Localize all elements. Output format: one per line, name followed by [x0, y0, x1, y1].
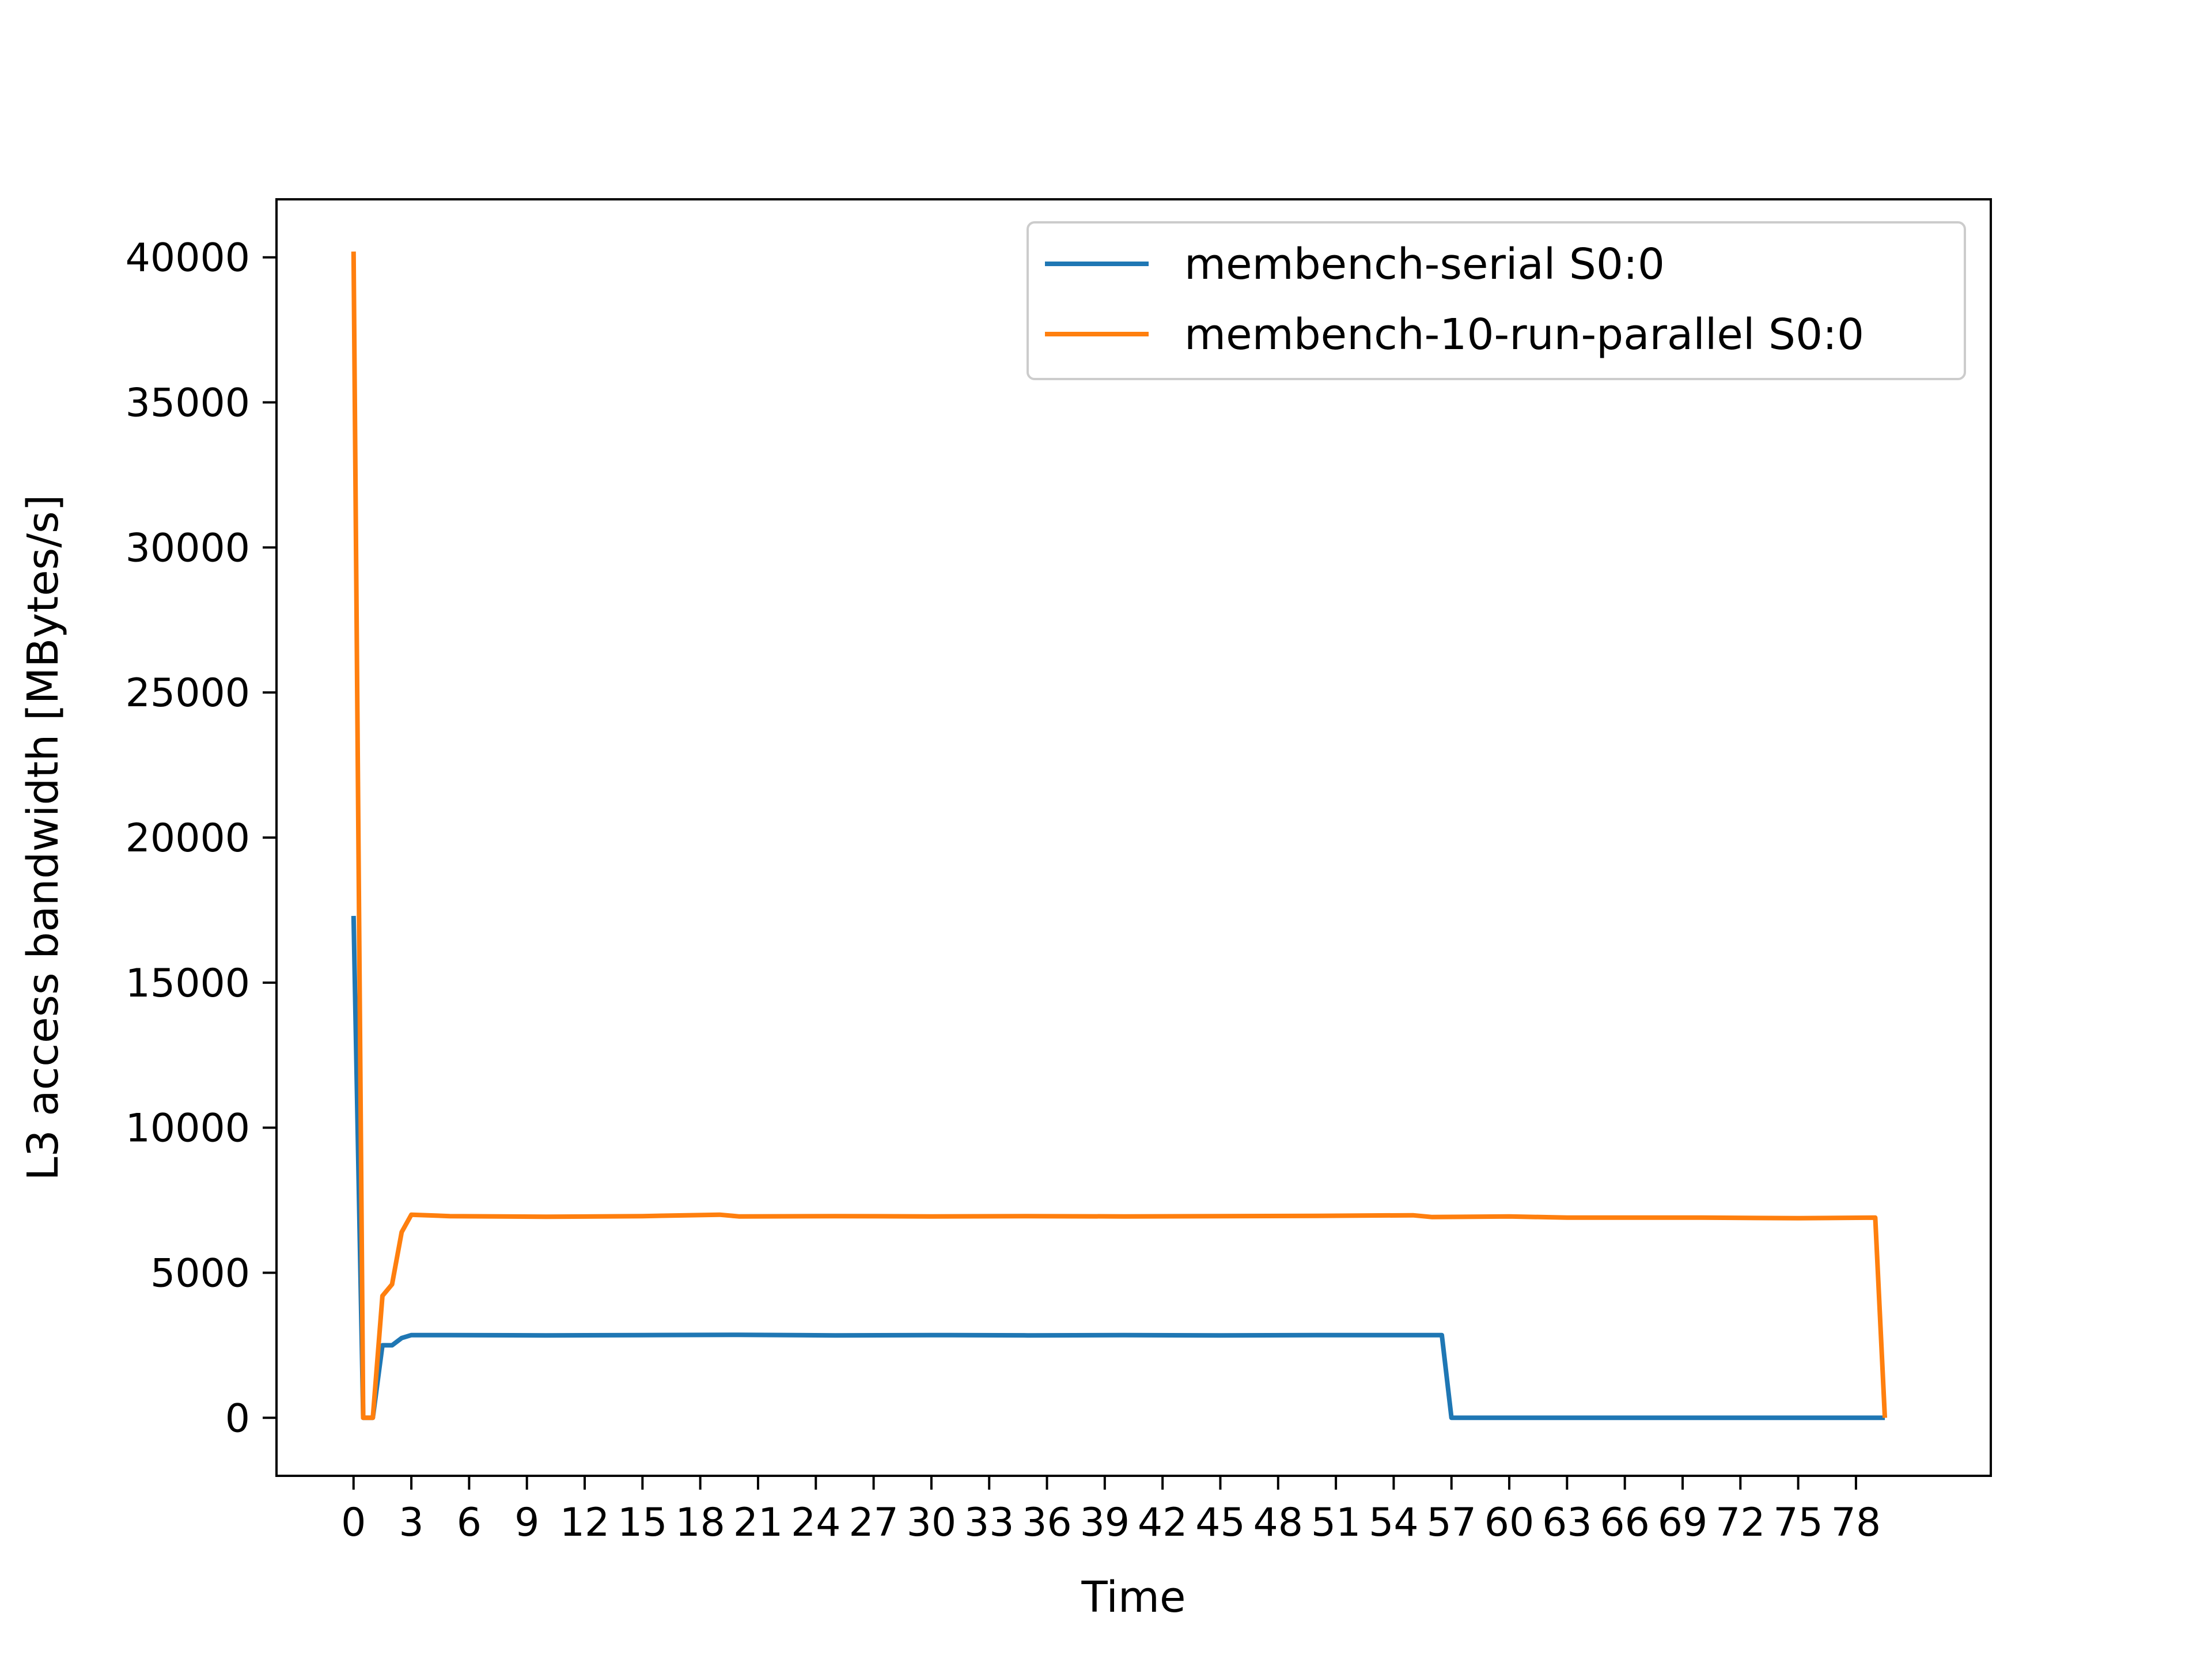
x-tick-label: 30: [907, 1500, 957, 1546]
y-tick-label: 30000: [126, 525, 250, 571]
x-tick-label: 12: [560, 1500, 610, 1546]
y-tick-label: 35000: [126, 381, 250, 426]
x-tick-label: 15: [618, 1500, 668, 1546]
y-tick-label: 25000: [126, 671, 250, 716]
x-tick-label: 57: [1426, 1500, 1476, 1546]
series-line-serial: [351, 915, 1885, 1421]
x-tick-label: 9: [514, 1500, 539, 1546]
x-tick-label: 75: [1773, 1500, 1823, 1546]
y-tick-label: 40000: [126, 236, 250, 281]
y-axis-label: L3 access bandwidth [MBytes/s]: [18, 494, 68, 1180]
legend-box: [1027, 221, 1966, 380]
x-tick-label: 0: [341, 1500, 366, 1546]
x-tick-label: 48: [1253, 1500, 1304, 1546]
y-tick-label: 20000: [126, 816, 250, 861]
x-tick-label: 51: [1311, 1500, 1361, 1546]
series-line-parallel: [351, 251, 1888, 1421]
x-tick-label: 24: [791, 1500, 841, 1546]
x-tick-label: 3: [399, 1500, 423, 1546]
y-axis: 0 5000 10000 15000 20000 25000 30000 35000 40000: [126, 236, 276, 1441]
x-tick-label: 54: [1369, 1500, 1419, 1546]
y-tick-label: 0: [225, 1396, 250, 1441]
x-tick-label: 63: [1542, 1500, 1592, 1546]
x-axis: 0 3 6 9 12 15 18 21 24 27 30 33 36 39 42 45 48 51 54 57 60 63…: [341, 1476, 1881, 1546]
x-tick-label: 39: [1080, 1500, 1130, 1546]
x-tick-label: 60: [1484, 1500, 1535, 1546]
y-tick-label: 15000: [126, 961, 250, 1006]
legend-label-serial: membench-serial S0:0: [1184, 240, 1665, 289]
x-tick-label: 42: [1138, 1500, 1188, 1546]
x-tick-label: 27: [849, 1500, 899, 1546]
y-tick-label: 10000: [126, 1106, 250, 1152]
x-tick-label: 33: [964, 1500, 1014, 1546]
x-tick-label: 69: [1658, 1500, 1708, 1546]
x-axis-label: Time: [1081, 1573, 1185, 1622]
x-tick-label: 6: [457, 1500, 482, 1546]
x-tick-label: 45: [1195, 1500, 1245, 1546]
x-tick-label: 72: [1715, 1500, 1766, 1546]
y-tick-label: 5000: [150, 1251, 250, 1296]
series-layer: [351, 251, 1888, 1421]
x-tick-label: 36: [1022, 1500, 1072, 1546]
legend: membench-serial S0:0 membench-10-run-par…: [1027, 221, 1966, 380]
x-tick-label: 18: [675, 1500, 725, 1546]
legend-label-parallel: membench-10-run-parallel S0:0: [1184, 310, 1864, 359]
x-tick-label: 78: [1831, 1500, 1881, 1546]
x-tick-label: 21: [733, 1500, 783, 1546]
x-tick-label: 66: [1600, 1500, 1650, 1546]
